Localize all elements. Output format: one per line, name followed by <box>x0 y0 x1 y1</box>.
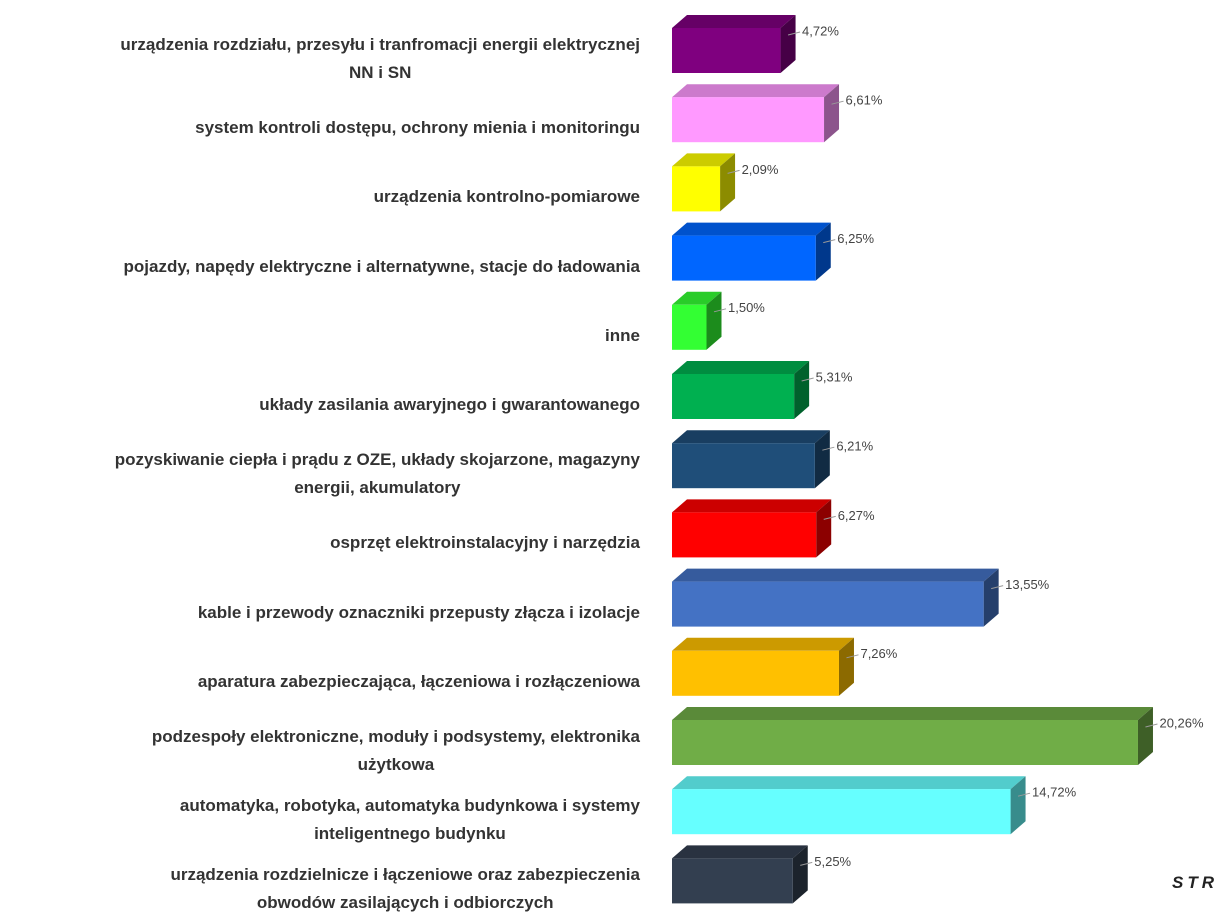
category-label: pozyskiwanie ciepła i prądu z OZE, układ… <box>114 450 640 498</box>
bar-top <box>672 291 722 305</box>
bar-top <box>672 499 832 513</box>
value-label: 20,26% <box>1159 715 1204 730</box>
bar-front <box>672 720 1138 765</box>
category-label: kable i przewody oznaczniki przepusty zł… <box>197 602 640 622</box>
bar-side <box>814 430 830 489</box>
bar-top <box>672 568 999 582</box>
bar-side <box>780 15 796 73</box>
value-label: 4,72% <box>802 23 839 38</box>
category-label: urządzenia kontrolno-pomiarowe <box>373 187 640 207</box>
bar-front <box>672 512 817 558</box>
bar-front <box>672 304 707 350</box>
leader-line <box>787 31 801 36</box>
bar-side <box>792 845 808 904</box>
leader-line <box>823 239 836 244</box>
bar-front <box>672 858 793 904</box>
bar-side <box>1010 776 1026 835</box>
bar-front <box>672 374 795 419</box>
value-label: 1,50% <box>728 300 765 315</box>
category-label: układy zasilania awaryjnego i gwarantowa… <box>259 395 640 414</box>
bar <box>672 84 840 143</box>
leader-line <box>822 446 835 451</box>
category-label: podzespoły elektroniczne, moduły i podsy… <box>151 727 640 774</box>
bar-top <box>672 153 736 167</box>
value-label: 2,09% <box>742 162 779 177</box>
value-label: 7,26% <box>860 646 897 661</box>
annotation: STR <box>1172 873 1218 892</box>
leader-line <box>991 585 1004 590</box>
value-label: 6,21% <box>836 439 873 454</box>
bar-top <box>672 84 840 98</box>
bar-top <box>672 15 796 28</box>
category-label: urządzenia rozdzielnicze i łączeniowe or… <box>170 865 640 913</box>
bar-front <box>672 235 816 281</box>
value-label: 14,72% <box>1032 785 1077 800</box>
value-label: 13,55% <box>1005 577 1050 592</box>
bar-side <box>720 153 736 212</box>
bar-top <box>672 361 810 374</box>
leader-line <box>846 654 859 659</box>
bar-front <box>672 97 825 143</box>
leader-line <box>727 169 740 174</box>
bar-side <box>816 499 832 558</box>
bar <box>672 291 722 350</box>
leader-line <box>713 308 727 313</box>
category-label: system kontroli dostępu, ochrony mienia … <box>195 118 640 138</box>
bar-front <box>672 581 984 627</box>
category-label: osprzęt elektroinstalacyjny i narzędzia <box>330 533 640 553</box>
leader-line <box>1145 723 1158 728</box>
bar-side <box>824 84 840 143</box>
bar-top <box>672 430 830 444</box>
value-label: 6,25% <box>837 231 874 246</box>
bar-side <box>815 222 831 281</box>
bar <box>672 430 830 489</box>
category-label: pojazdy, napędy elektryczne i alternatyw… <box>123 256 640 276</box>
bar <box>672 222 831 281</box>
bar <box>672 845 808 904</box>
category-label: inne <box>605 325 640 345</box>
bar-front <box>672 166 721 212</box>
bar-front <box>672 28 781 73</box>
bar <box>672 637 854 696</box>
bar-side <box>1137 707 1153 765</box>
bar <box>672 776 1026 835</box>
value-label: 6,27% <box>838 508 875 523</box>
bar-side <box>838 637 854 696</box>
bar-side <box>983 568 999 627</box>
bar <box>672 361 810 419</box>
bar-side <box>794 361 810 419</box>
bar-top <box>672 637 854 651</box>
leader-line <box>831 100 844 105</box>
bar <box>672 707 1153 765</box>
category-label: automatyka, robotyka, automatyka budynko… <box>179 796 640 844</box>
category-label: urządzenia rozdziału, przesyłu i tranfro… <box>120 35 640 82</box>
bar-front <box>672 650 839 696</box>
leader-line <box>801 377 814 382</box>
bar-top <box>672 222 831 236</box>
leader-line <box>823 515 836 520</box>
value-label: 5,31% <box>816 369 853 384</box>
bar-front <box>672 443 815 489</box>
value-label: 6,61% <box>846 93 883 108</box>
bar-side <box>706 291 722 350</box>
bar <box>672 15 796 73</box>
bar <box>672 568 999 627</box>
bar-top <box>672 776 1026 790</box>
value-label: 5,25% <box>814 854 851 869</box>
bar <box>672 499 832 558</box>
bar-top <box>672 845 808 859</box>
leader-line <box>1017 792 1031 797</box>
category-label: aparatura zabezpieczająca, łączeniowa i … <box>197 671 640 691</box>
bar-top <box>672 707 1153 720</box>
leader-line <box>800 861 813 866</box>
bar <box>672 153 736 212</box>
bar-front <box>672 789 1011 835</box>
